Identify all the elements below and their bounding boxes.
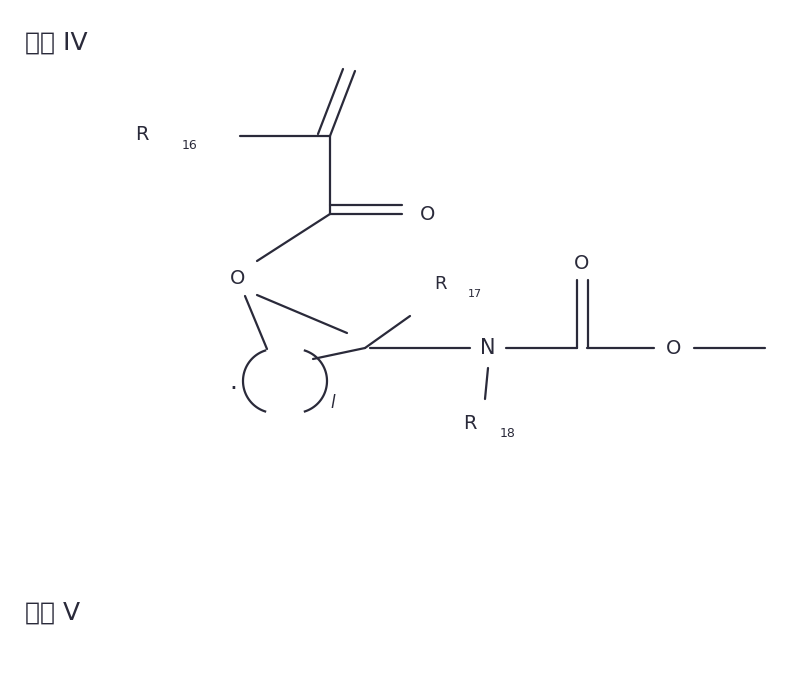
Text: 17: 17	[468, 289, 482, 299]
Text: R: R	[463, 414, 477, 432]
Text: 16: 16	[182, 139, 198, 152]
Text: R: R	[434, 275, 447, 293]
Text: l: l	[331, 394, 336, 412]
Text: N: N	[481, 338, 496, 358]
Text: 通式 IV: 通式 IV	[25, 31, 88, 55]
Text: O: O	[574, 254, 590, 272]
Text: O: O	[667, 338, 682, 357]
Text: O: O	[230, 268, 246, 287]
Text: R: R	[135, 124, 148, 143]
Text: 18: 18	[500, 427, 516, 440]
Text: O: O	[420, 204, 436, 224]
Text: 通式 V: 通式 V	[25, 601, 80, 625]
Text: ·: ·	[229, 377, 237, 401]
